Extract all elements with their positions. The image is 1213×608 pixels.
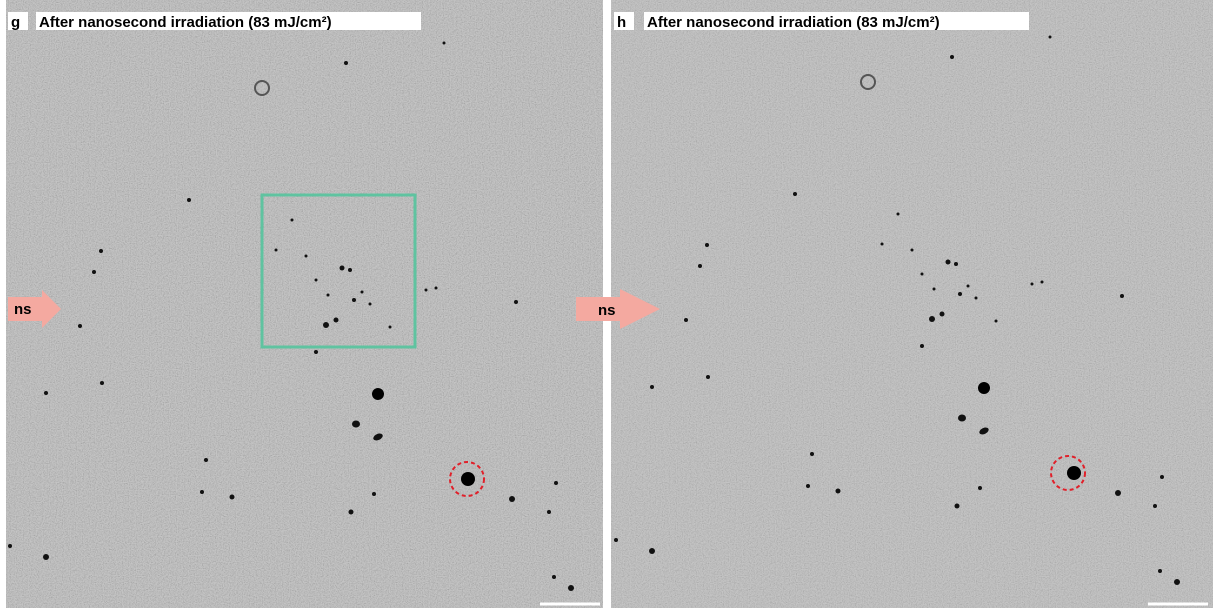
micrograph-noise: [611, 0, 1213, 608]
figure: g After nanosecond irradiation (83 mJ/cm…: [0, 0, 1213, 608]
arrow-label: ns: [598, 302, 616, 319]
panel-title: After nanosecond irradiation (83 mJ/cm²): [647, 14, 940, 31]
panel-g: g After nanosecond irradiation (83 mJ/cm…: [6, 0, 603, 608]
panel-title: After nanosecond irradiation (83 mJ/cm²): [39, 14, 332, 31]
panel-label: g: [11, 14, 20, 31]
panel-h: h After nanosecond irradiation (83 mJ/cm…: [576, 0, 1213, 608]
panel-label: h: [617, 14, 626, 31]
page: g After nanosecond irradiation (83 mJ/cm…: [0, 0, 1213, 608]
arrow-label: ns: [14, 301, 32, 318]
micrograph-noise: [6, 0, 603, 608]
